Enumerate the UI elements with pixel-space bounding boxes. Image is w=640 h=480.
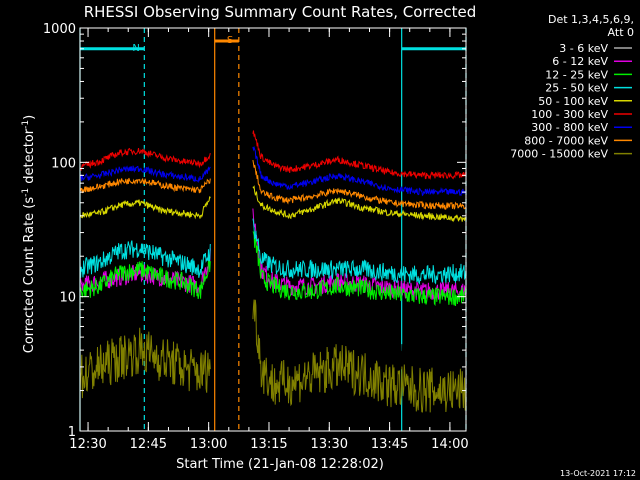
- x-tick-label-4: 13:30: [311, 437, 348, 452]
- x-axis-label: Start Time (21-Jan-08 12:28:02): [176, 457, 384, 472]
- series-line-2: [79, 256, 211, 299]
- y-axis-label: Corrected Count Rate (s-1 detector-1): [21, 115, 37, 353]
- attenuator-region: [215, 28, 239, 431]
- series-line-after-5: [252, 130, 466, 180]
- plot-frame: [79, 27, 467, 432]
- legend-label-7: 800 - 7000 keV: [524, 134, 608, 147]
- axes: 1 10 100 1000 12:30 12:45 13:00 13:15 13:30 13:45…: [43, 22, 469, 452]
- series-line-8: [79, 327, 211, 399]
- y-axis-label-part2: detector: [22, 128, 37, 188]
- series-line-4: [79, 196, 211, 220]
- series-lines: [79, 130, 467, 413]
- series-line-after-3: [252, 218, 467, 285]
- x-tick-label-2: 13:00: [190, 437, 227, 452]
- y-tick-label-1: 10: [59, 291, 76, 306]
- x-tick-label-3: 13:15: [250, 437, 287, 452]
- y-axis-label-part1: Corrected Count Rate (s: [22, 197, 37, 354]
- x-tick-label-1: 12:45: [130, 437, 167, 452]
- series-line-7: [79, 177, 211, 194]
- state-label-s: S: [227, 35, 233, 46]
- state-label-n: N: [132, 43, 139, 54]
- legend-label-1: 6 - 12 keV: [552, 55, 608, 68]
- x-tick-label-5: 13:45: [371, 437, 408, 452]
- y-tick-label-3: 1000: [43, 22, 76, 37]
- chart-title: RHESSI Observing Summary Count Rates, Co…: [84, 3, 477, 21]
- legend-label-3: 25 - 50 keV: [545, 82, 608, 95]
- series-line-after-0: [252, 305, 467, 390]
- legend-label-6: 300 - 800 keV: [531, 121, 608, 134]
- legend-label-5: 100 - 300 keV: [531, 108, 608, 121]
- series-line-6: [79, 165, 211, 183]
- series-line-0: [79, 145, 211, 169]
- legend-label-4: 50 - 100 keV: [538, 95, 608, 108]
- x-tick-label-6: 14:00: [431, 437, 468, 452]
- series-line-after-4: [252, 185, 467, 223]
- y-tick-label-2: 100: [51, 156, 76, 171]
- series-line-after-6: [252, 145, 467, 197]
- series-line-5: [79, 147, 211, 171]
- timestamp-footer: 13-Oct-2021 17:12: [560, 469, 636, 478]
- series-line-after-8: [252, 299, 467, 413]
- y-axis-label-sup1: -1: [21, 188, 31, 197]
- legend-label-8: 7000 - 15000 keV: [510, 148, 608, 161]
- series-line-after-7: [252, 160, 467, 210]
- legend-label-0: 3 - 6 keV: [559, 42, 608, 55]
- series-line-after-2: [252, 231, 467, 307]
- legend-header-line2: Att 0: [608, 26, 634, 39]
- legend-header-line1: Det 1,3,4,5,6,9,: [548, 13, 634, 26]
- legend-label-2: 12 - 25 keV: [545, 68, 608, 81]
- series-line-3: [79, 240, 211, 278]
- x-tick-label-0: 12:30: [69, 437, 106, 452]
- y-tick-label-0: 1: [68, 425, 76, 440]
- y-axis-label-sup2: -1: [21, 120, 31, 129]
- y-axis-label-part3: ): [22, 115, 37, 120]
